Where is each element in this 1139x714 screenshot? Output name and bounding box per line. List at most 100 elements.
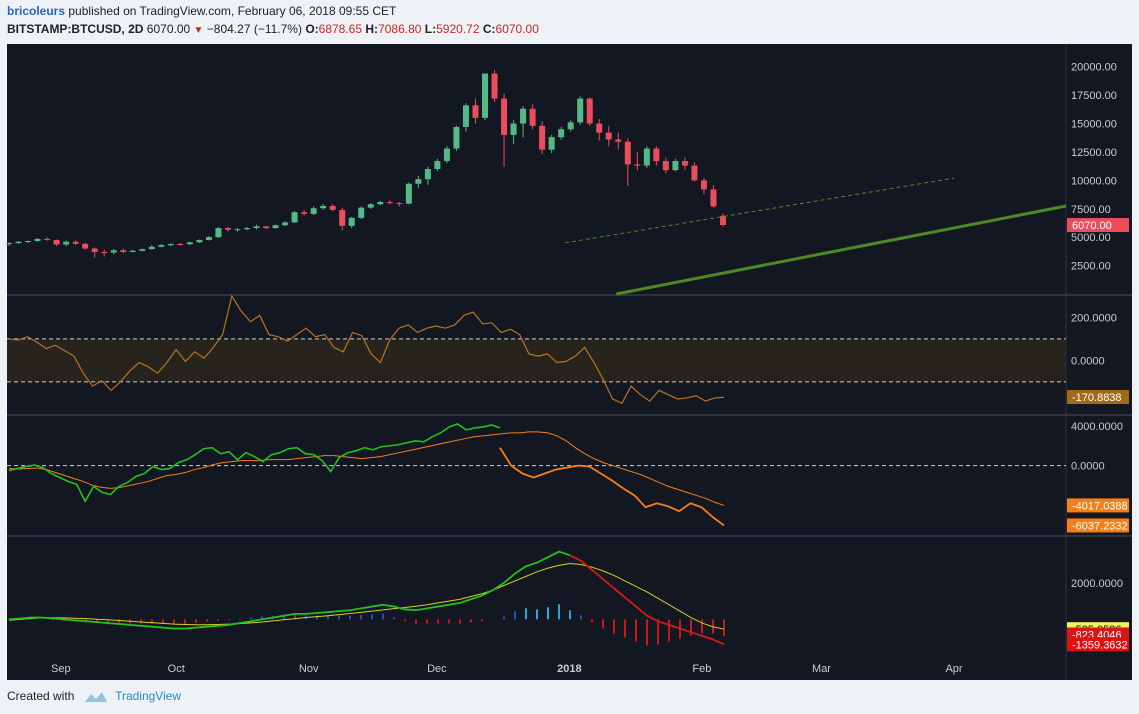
tradingview-logo-icon[interactable] (84, 690, 108, 704)
price-tick-label: 10000.00 (1071, 175, 1117, 187)
momentum-main-down-line (569, 554, 725, 646)
candle-body (605, 132, 612, 140)
candle-body (348, 217, 355, 226)
candle-body (320, 205, 327, 209)
candle-body (653, 148, 660, 162)
oscillator-value-label-bg (1067, 390, 1129, 405)
price-tick-label: 12500.00 (1071, 147, 1117, 159)
price-tick-label: 5000.00 (1071, 232, 1111, 244)
time-tick-label: Feb (692, 663, 711, 675)
last-price: 6070.00 (146, 22, 191, 36)
candle-body (662, 161, 669, 171)
candle-body (244, 228, 250, 230)
candle-body (491, 73, 498, 99)
publish-info: bricoleurs published on TradingView.com,… (7, 4, 396, 18)
candle-body (358, 207, 365, 218)
price-tick-label: 4000.0000 (1071, 421, 1123, 433)
momentum-main-label-bg (1067, 637, 1129, 652)
candle-body (529, 108, 536, 126)
candle-body (415, 179, 422, 184)
author-link[interactable]: bricoleurs (7, 4, 66, 18)
price-tick-label: 7500.00 (1071, 204, 1111, 216)
candle-body (34, 238, 41, 242)
candle-body (224, 228, 231, 230)
trend-main-label: -6037.2332 (1072, 520, 1128, 532)
candle-body (634, 164, 641, 166)
price-tick-label: 0.0000 (1071, 355, 1105, 367)
oscillator-band (7, 338, 1066, 382)
last-price-label-bg (1067, 218, 1129, 233)
candle-body (643, 148, 650, 166)
candle-body (339, 209, 346, 226)
candle-body (539, 125, 546, 150)
close-label: C: (482, 22, 496, 36)
trend-main-line (8, 423, 501, 503)
candle-body (577, 98, 584, 123)
trend-signal-label: -4017.0388 (1072, 500, 1128, 512)
candle-body (139, 249, 146, 251)
candle-body (472, 105, 479, 118)
momentum-main-label: -1359.3632 (1072, 639, 1128, 651)
time-tick-label: Apr (945, 663, 962, 675)
close-value: 6070.00 (495, 22, 539, 36)
price-tick-label: 15000.00 (1071, 119, 1117, 131)
candle-body (15, 241, 22, 244)
candle-body (548, 137, 555, 150)
candle-body (196, 240, 203, 243)
candle-body (301, 212, 308, 214)
candle-body (263, 226, 270, 229)
trend-signal-line (8, 431, 725, 506)
candle-body (25, 241, 32, 243)
trend-main-tail-line (499, 447, 725, 527)
candle-body (453, 126, 460, 149)
candle-body (501, 98, 508, 135)
candle-body (110, 250, 117, 253)
oscillator-line (8, 294, 725, 405)
candle-body (520, 108, 527, 124)
candle-body (586, 98, 593, 124)
candle-body (167, 244, 174, 246)
time-axis-background (7, 656, 1132, 680)
candle-body (272, 225, 279, 229)
high-value: 7086.80 (378, 22, 422, 36)
trend-signal-label-bg (1067, 498, 1129, 513)
candle-body (443, 148, 450, 162)
candle-body (101, 251, 108, 253)
candle-body (367, 204, 374, 208)
trendline-dashed (565, 177, 955, 244)
trendline-solid (616, 204, 1067, 296)
price-axis-background (1066, 44, 1132, 656)
candle-body (129, 250, 136, 252)
candle-body (462, 105, 469, 127)
time-tick-label: 2018 (557, 663, 581, 675)
publish-text: published on TradingView.com, February 0… (68, 4, 397, 18)
candle-body (186, 242, 193, 245)
tradingview-link[interactable]: TradingView (115, 689, 182, 703)
candle-body (691, 165, 698, 181)
price-tick-label: 2000.0000 (1071, 578, 1123, 590)
candle-body (672, 161, 679, 171)
symbol-label[interactable]: BITSTAMP:BTCUSD, 2D (7, 22, 144, 36)
candle-body (53, 240, 60, 245)
candle-body (624, 141, 631, 165)
time-tick-label: Nov (299, 663, 319, 675)
low-value: 5920.72 (436, 22, 480, 36)
candle-body (91, 248, 98, 252)
candle-body (510, 123, 517, 135)
candle-body (44, 238, 51, 241)
price-tick-label: 0.0000 (1071, 461, 1105, 473)
candle-body (596, 123, 603, 133)
created-with-text: Created with (7, 689, 75, 703)
open-label: O: (305, 22, 319, 36)
candle-body (720, 215, 726, 226)
candle-body (396, 203, 403, 205)
candle-body (177, 244, 184, 245)
candle-body (6, 243, 12, 245)
price-change: −804.27 (−11.7%) (206, 22, 302, 36)
candle-body (205, 237, 212, 241)
candle-body (291, 212, 298, 223)
candle-body (710, 189, 717, 207)
candle-body (434, 161, 441, 169)
candle-body (405, 183, 412, 204)
